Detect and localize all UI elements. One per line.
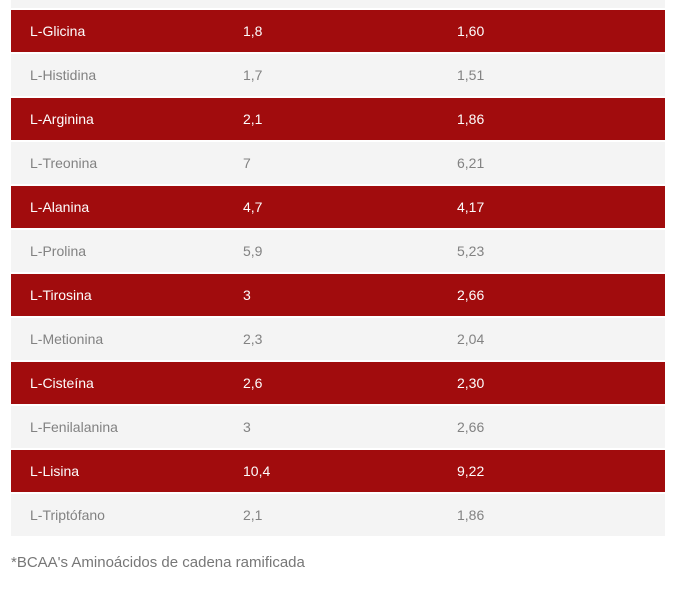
value1-cell: 5,9 xyxy=(243,243,263,259)
aminoacid-name-cell: L-Tirosina xyxy=(30,287,92,303)
table-row: L-Glicina 1,8 1,60 xyxy=(11,10,665,52)
aminoacid-name-cell: L-Fenilalanina xyxy=(30,419,118,435)
value1-cell: 1,8 xyxy=(243,23,263,39)
aminoacid-name-cell: L-Metionina xyxy=(30,331,104,347)
table-row: L-Arginina 2,1 1,86 xyxy=(11,98,665,140)
value1-cell: 3 xyxy=(243,419,251,435)
value2-cell: 2,30 xyxy=(457,375,485,391)
table-row: L-Cisteína 2,6 2,30 xyxy=(11,362,665,404)
value2-cell: 2,04 xyxy=(457,331,485,347)
aminoacid-name-cell: L-Lisina xyxy=(30,463,80,479)
value1-cell: 2,1 xyxy=(243,507,263,523)
aminoacid-name-cell: L-Alanina xyxy=(30,199,90,215)
value1-cell: 4,7 xyxy=(243,199,263,215)
value1-cell: 3 xyxy=(243,287,251,303)
aminoacid-name-cell: L-Prolina xyxy=(30,243,87,259)
value2-cell: 9,22 xyxy=(457,463,485,479)
value1-cell: 2,6 xyxy=(243,375,263,391)
value2-cell: 1,60 xyxy=(457,23,485,39)
table-row: L-Tirosina 3 2,66 xyxy=(11,274,665,316)
value1-cell: 7 xyxy=(243,155,251,171)
table-row: L-Histidina 1,7 1,51 xyxy=(11,54,665,96)
table-row: L-Metionina 2,3 2,04 xyxy=(11,318,665,360)
aminoacid-name-cell: L-Treonina xyxy=(30,155,98,171)
table-row: L-Lisina 10,4 9,22 xyxy=(11,450,665,492)
value2-cell: 2,66 xyxy=(457,419,485,435)
value1-cell: 10,4 xyxy=(243,463,271,479)
value2-cell: 1,86 xyxy=(457,111,485,127)
aminoacid-name-cell: L-Triptófano xyxy=(30,507,105,523)
value2-cell: 1,51 xyxy=(457,67,485,83)
value1-cell: 1,7 xyxy=(243,67,263,83)
value1-cell: 2,3 xyxy=(243,331,263,347)
partial-row-top xyxy=(11,0,665,8)
table-row: L-Treonina 7 6,21 xyxy=(11,142,665,184)
value2-cell: 6,21 xyxy=(457,155,485,171)
value2-cell: 5,23 xyxy=(457,243,485,259)
table-row: L-Alanina 4,7 4,17 xyxy=(11,186,665,228)
value2-cell: 4,17 xyxy=(457,199,485,215)
table-row: L-Prolina 5,9 5,23 xyxy=(11,230,665,272)
value2-cell: 1,86 xyxy=(457,507,485,523)
aminoacid-name-cell: L-Cisteína xyxy=(30,375,94,391)
amino-acids-table: L-Glicina 1,8 1,60 L-Histidina 1,7 1,51 … xyxy=(11,0,665,538)
bcaa-footnote: *BCAA's Aminoácidos de cadena ramificada xyxy=(11,554,305,571)
table-row: L-Fenilalanina 3 2,66 xyxy=(11,406,665,448)
value1-cell: 2,1 xyxy=(243,111,263,127)
table-row: L-Triptófano 2,1 1,86 xyxy=(11,494,665,536)
aminoacid-name-cell: L-Glicina xyxy=(30,23,86,39)
aminoacid-name-cell: L-Histidina xyxy=(30,67,97,83)
value2-cell: 2,66 xyxy=(457,287,485,303)
aminoacid-name-cell: L-Arginina xyxy=(30,111,94,127)
